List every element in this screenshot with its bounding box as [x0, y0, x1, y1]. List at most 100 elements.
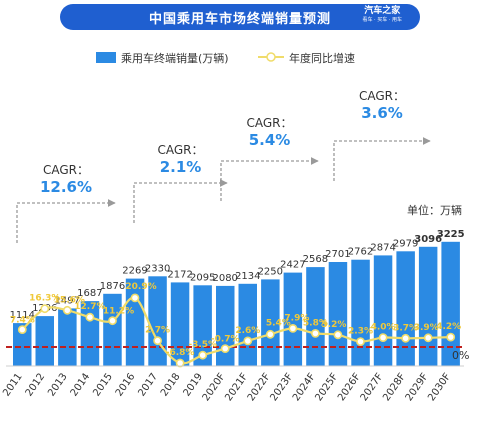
x-tick-2012: 2012 [24, 371, 48, 398]
bar-label-2017: 2330 [145, 263, 170, 274]
cagr-arrow [133, 179, 228, 223]
logo-tagline: 看车 · 买车 · 用车 [362, 17, 402, 23]
growth-point-2022F [265, 329, 275, 339]
title-banner: 中国乘用车市场终端销量预测 汽车之家 看车 · 买车 · 用车 [60, 4, 420, 30]
rate-label-2026F: 2.3% [348, 327, 373, 337]
legend-line-label: 年度同比增速 [289, 51, 355, 65]
x-tick-2026F: 2026F [336, 371, 363, 403]
rate-label-2024F: 5.8% [303, 318, 328, 328]
cagr-2011-2015: CAGR：12.6% [16, 163, 116, 243]
x-axis-labels: 2011201220132014201520162017201820192020… [1, 371, 453, 403]
legend-line-marker [266, 52, 276, 62]
legend: 乘用车终端销量(万辆) 年度同比增速 [96, 51, 355, 65]
growth-line [17, 293, 456, 368]
bar-label-2024F: 2568 [303, 254, 328, 265]
cagr-2016-2020F: CAGR：2.1% [133, 143, 228, 223]
growth-point-2013 [62, 305, 72, 315]
chart-title: 中国乘用车市场终端销量预测 [148, 11, 331, 27]
bar-2017 [148, 276, 167, 366]
x-tick-2017: 2017 [136, 371, 160, 398]
bar-label-2014: 1687 [77, 288, 102, 299]
cagr-value: 2.1% [160, 158, 202, 176]
rate-label-2020F: -0.7% [211, 335, 240, 345]
cagr-label: CAGR： [157, 143, 203, 157]
x-tick-2016: 2016 [114, 371, 138, 398]
bar-2026F [351, 259, 370, 366]
growth-point-2020F [220, 344, 230, 353]
growth-point-2012 [40, 304, 50, 314]
cagr-value: 12.6% [40, 178, 92, 196]
cagr-label: CAGR： [246, 116, 292, 130]
zero-label: 0% [452, 349, 469, 362]
x-tick-2030F: 2030F [426, 371, 453, 403]
growth-point-2011 [17, 325, 27, 334]
rate-label-2022F: 5.4% [266, 318, 291, 328]
bar-label-2029F: 3096 [414, 234, 442, 245]
cagr-value: 5.4% [249, 131, 291, 149]
cagr-2021F-2025F: CAGR：5.4% [220, 116, 319, 201]
growth-point-2030F [446, 332, 456, 342]
cagr-arrow [220, 157, 319, 201]
rate-label-2030F: 4.2% [436, 322, 461, 332]
logo-text: 汽车之家 [364, 6, 401, 16]
bar-label-2013: 1497 [55, 295, 80, 306]
cagr-arrow [16, 199, 116, 243]
bar-label-2027F: 2874 [370, 242, 395, 253]
rate-label-2027F: 4.0% [371, 323, 396, 333]
bar-2014 [80, 301, 100, 366]
rate-label-2028F: 3.7% [393, 323, 418, 333]
x-tick-2025F: 2025F [313, 371, 340, 403]
rate-label-2013: 15.6% [54, 295, 85, 305]
rate-label-2012: 16.3% [29, 294, 60, 304]
x-tick-2028F: 2028F [381, 371, 408, 403]
growth-point-2016 [130, 293, 140, 303]
bar-2030F [441, 241, 460, 366]
bar-2021F [238, 283, 257, 366]
bar-2028F [396, 251, 415, 366]
bar-2013 [58, 308, 77, 366]
x-tick-2014: 2014 [69, 371, 93, 398]
bar-label-2015: 1876 [100, 281, 125, 292]
cagr-2026F-2030F: CAGR：3.6% [333, 89, 431, 181]
x-tick-2011: 2011 [1, 371, 25, 398]
rate-label-2015: 11.2% [103, 307, 134, 317]
bar-2011 [13, 323, 32, 366]
bar-2022F [261, 279, 280, 366]
bar-2020F [216, 285, 235, 366]
cagr-value: 3.6% [361, 104, 403, 122]
rate-label-2021F: 2.6% [235, 326, 260, 336]
bar-label-2023F: 2427 [280, 260, 305, 271]
bar-2019 [193, 285, 212, 366]
bar-label-2011: 1114 [10, 310, 35, 321]
rate-label-2018: -6.8% [166, 348, 195, 358]
rate-label-2023F: 7.9% [284, 313, 309, 323]
legend-bar-label: 乘用车终端销量(万辆) [121, 51, 229, 65]
x-tick-2022F: 2022F [246, 371, 273, 403]
x-tick-2018: 2018 [159, 371, 183, 398]
growth-point-2021F [243, 336, 253, 346]
x-tick-2013: 2013 [46, 371, 70, 398]
growth-rate-labels: 7.4% 16.3%15.6%12.7%11.2% 20.9% 2.7% -6.8%-3… [10, 282, 461, 358]
growth-point-2023F [288, 323, 298, 333]
bar-2023F [283, 272, 303, 366]
growth-point-2014 [85, 312, 95, 322]
bar-label-2020F: 2080 [212, 273, 237, 284]
bar-2024F [306, 267, 325, 366]
bar-2029F [418, 246, 438, 366]
growth-point-2019 [198, 350, 208, 360]
bar-label-2022F: 2250 [258, 266, 283, 277]
rate-label-2016: 20.9% [125, 282, 156, 292]
bar-2025F [328, 262, 348, 366]
unit-label: 单位：万辆 [407, 203, 462, 217]
growth-point-2029F [423, 333, 433, 343]
growth-point-2024F [310, 328, 320, 338]
cagr-label: CAGR： [43, 163, 89, 177]
bar-label-2030F: 3225 [437, 229, 465, 240]
bar-2015 [103, 293, 122, 366]
bar-label-2018: 2172 [167, 269, 192, 280]
cagr-arrow [333, 137, 431, 181]
bar-2016 [125, 278, 145, 366]
rate-label-2025F: 5.2% [321, 320, 346, 330]
bar-2012 [35, 316, 54, 366]
